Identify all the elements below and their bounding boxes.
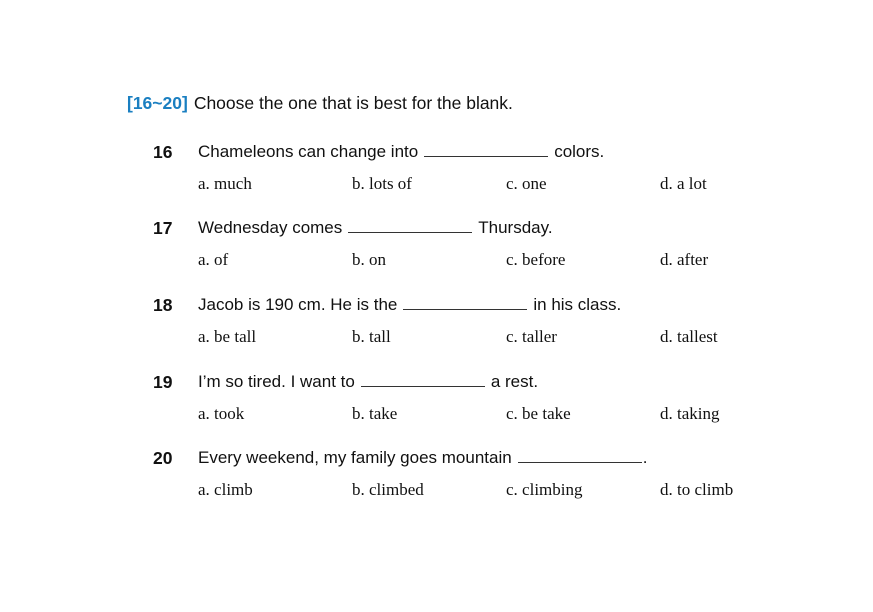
answer-option[interactable]: c. before — [506, 250, 566, 269]
answer-blank — [348, 218, 473, 233]
answer-option[interactable]: a. much — [198, 174, 252, 193]
answer-option[interactable]: a. be tall — [198, 327, 257, 346]
question-16: 16 Chameleons can change into colors. a. m… — [0, 142, 873, 212]
answer-option[interactable]: d. taking — [660, 404, 720, 423]
stem-before: I’m so tired. I want to — [198, 372, 355, 391]
question-stem: I’m so tired. I want to a rest. — [198, 372, 538, 392]
answer-option[interactable]: b. climbed — [352, 480, 424, 499]
stem-after: in his class. — [533, 295, 622, 314]
answer-option[interactable]: c. be take — [506, 404, 571, 423]
answer-blank — [424, 142, 549, 157]
question-19: 19 I’m so tired. I want to a rest. a. took… — [0, 372, 873, 442]
question-number: 18 — [153, 295, 173, 315]
answer-blank — [360, 372, 485, 387]
answer-option[interactable]: c. one — [506, 174, 547, 193]
question-number: 20 — [153, 448, 173, 468]
stem-after: Thursday. — [478, 218, 553, 237]
stem-after: . — [642, 448, 648, 467]
question-stem: Every weekend, my family goes mountain. — [198, 448, 647, 468]
question-number: 19 — [153, 372, 173, 392]
answer-option[interactable]: a. of — [198, 250, 229, 269]
section-header: [16~20] Choose the one that is best for t… — [127, 93, 513, 114]
question-17: 17 Wednesday comes Thursday. a. of b. on c. … — [0, 218, 873, 288]
stem-after: colors. — [554, 142, 605, 161]
answer-option[interactable]: b. take — [352, 404, 398, 423]
answer-blank — [403, 295, 528, 310]
stem-before: Every weekend, my family goes mountain — [198, 448, 512, 467]
stem-before: Jacob is 190 cm. He is the — [198, 295, 398, 314]
stem-before: Wednesday comes — [198, 218, 343, 237]
answer-option[interactable]: d. tallest — [660, 327, 718, 346]
question-stem: Chameleons can change into colors. — [198, 142, 604, 162]
answer-option[interactable]: d. to climb — [660, 480, 734, 499]
answer-option[interactable]: c. taller — [506, 327, 557, 346]
question-stem: Wednesday comes Thursday. — [198, 218, 553, 238]
question-range: [16~20] — [127, 93, 188, 113]
stem-before: Chameleons can change into — [198, 142, 419, 161]
answer-option[interactable]: d. after — [660, 250, 709, 269]
instruction: Choose the one that is best for the blan… — [193, 93, 513, 113]
question-number: 17 — [153, 218, 173, 238]
answer-blank — [517, 448, 642, 463]
answer-option[interactable]: a. took — [198, 404, 245, 423]
answer-option[interactable]: b. lots of — [352, 174, 412, 193]
question-stem: Jacob is 190 cm. He is the in his class. — [198, 295, 621, 315]
question-18: 18 Jacob is 190 cm. He is the in his clas… — [0, 295, 873, 365]
answer-option[interactable]: b. tall — [352, 327, 391, 346]
answer-option[interactable]: a. climb — [198, 480, 253, 499]
stem-after: a rest. — [490, 372, 539, 391]
question-number: 16 — [153, 142, 173, 162]
answer-option[interactable]: d. a lot — [660, 174, 707, 193]
answer-option[interactable]: b. on — [352, 250, 386, 269]
answer-option[interactable]: c. climbing — [506, 480, 583, 499]
question-20: 20 Every weekend, my family goes mountai… — [0, 448, 873, 518]
